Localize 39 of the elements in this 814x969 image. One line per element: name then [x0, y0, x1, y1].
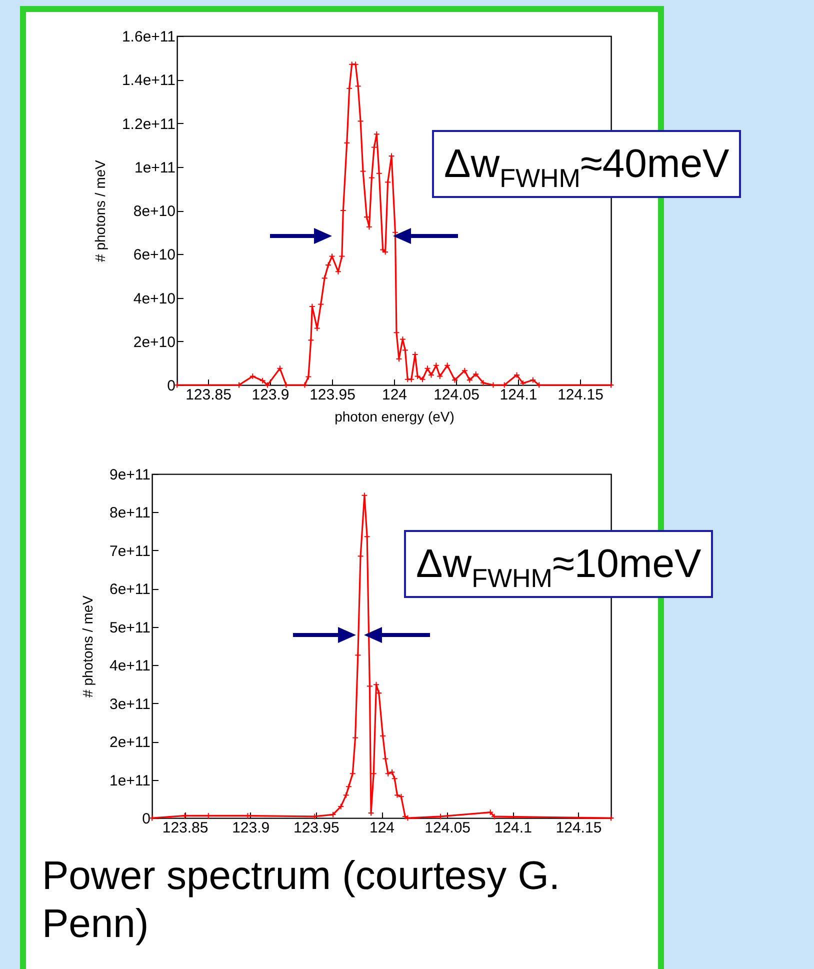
y-tick-label: 9e+11	[109, 466, 150, 484]
x-tick-label: 123.9	[232, 820, 270, 836]
x-tick-label: 124.15	[556, 820, 602, 836]
y-tick-label: 6e+11	[109, 581, 150, 598]
x-tick-label: 123.9	[252, 386, 290, 404]
y-tick-label: 1e+11	[109, 772, 150, 790]
y-axis-title: # photons / meV	[92, 159, 108, 262]
y-tick-label: 0	[167, 378, 176, 394]
x-tick-label: 123.85	[162, 820, 208, 836]
x-tick-label: 124.15	[558, 386, 604, 404]
y-tick-label: 4e+10	[133, 290, 176, 308]
x-tick-label: 124.05	[424, 820, 471, 836]
y-tick-label: 2e+11	[109, 734, 150, 752]
y-tick-label: 1.4e+11	[122, 72, 176, 90]
x-tick-label: 123.85	[186, 386, 232, 404]
annotation: Δw$_{FWHM}$≈10meV	[404, 530, 714, 598]
text: Power spectrum (courtesy G. Penn)	[34, 848, 610, 952]
y-tick-label: 5e+11	[109, 619, 150, 636]
x-tick-label: 123.95	[293, 820, 340, 836]
y-tick-label: 0	[142, 810, 150, 828]
y-tick-label: 1e+11	[134, 159, 176, 176]
y-tick-label: 6e+10	[133, 246, 176, 264]
annotation: Δw$_{FWHM}$≈40meV	[432, 130, 742, 198]
y-tick-label: 1.2e+11	[122, 116, 176, 133]
x-tick-label: 124.1	[500, 386, 538, 404]
x-tick-label: 124	[382, 386, 408, 404]
y-tick-label: 4e+11	[109, 658, 150, 675]
x-tick-label: 124.05	[434, 386, 480, 404]
y-tick-label: 8e+11	[109, 504, 150, 522]
x-tick-label: 124	[369, 820, 395, 836]
y-tick-label: 2e+10	[133, 334, 176, 351]
y-tick-label: 1.6e+11	[122, 28, 176, 46]
x-tick-label: 124.1	[494, 820, 532, 836]
y-tick-label: 3e+11	[109, 696, 150, 713]
x-tick-label: 123.95	[310, 386, 356, 404]
x-axis-title: photon energy (eV)	[334, 408, 454, 424]
y-tick-label: 7e+11	[109, 542, 150, 560]
y-axis-title: # photons / meV	[79, 594, 96, 698]
y-tick-label: 8e+10	[133, 203, 176, 220]
